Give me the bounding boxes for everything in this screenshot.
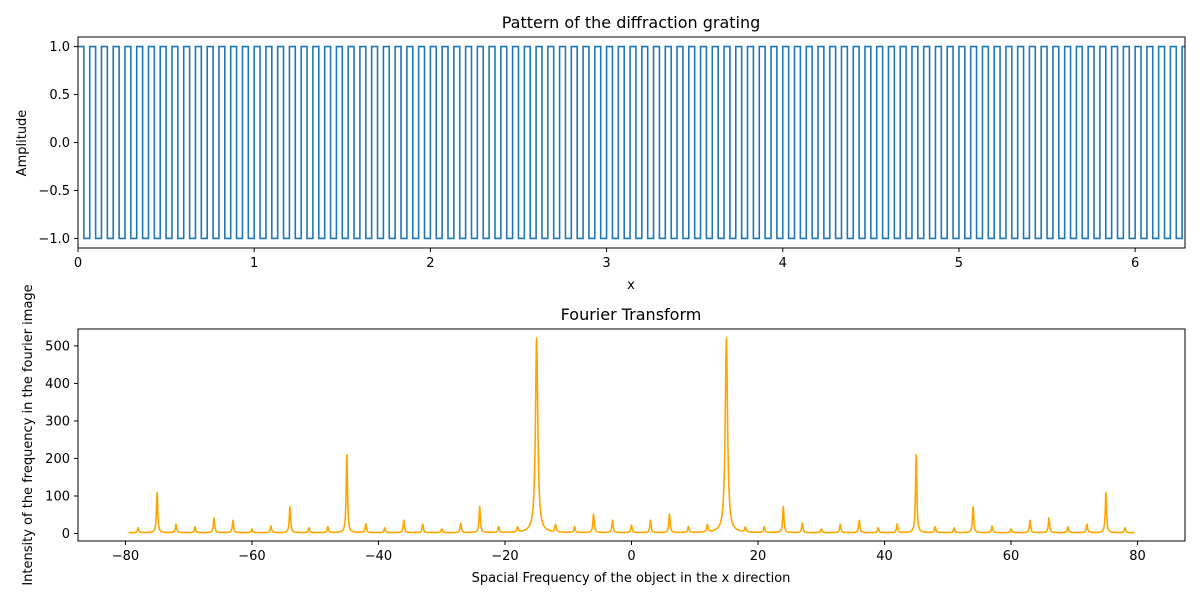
fourier-chart-ticks: −80 −60 −40 −20 0 20 40 60 80 0 100 200 300 400 500 — [45, 339, 1146, 564]
fourier-chart-frame — [77, 328, 1186, 542]
x-tick-label: 3 — [602, 256, 610, 271]
y-tick-label: 300 — [45, 414, 70, 429]
x-tick-label: 40 — [876, 549, 893, 564]
grating-chart-ylabel: Amplitude — [15, 110, 30, 177]
y-tick-label: −0.5 — [38, 184, 70, 199]
x-tick-label: 1 — [250, 256, 258, 271]
x-tick-label: 80 — [1129, 549, 1146, 564]
y-tick-label: 1.0 — [49, 40, 70, 55]
fourier-chart-title: Fourier Transform — [561, 305, 702, 324]
grating-chart: Pattern of the diffraction grating 0 1 2 3 4… — [15, 13, 1186, 293]
x-tick-label: 0 — [74, 256, 82, 271]
x-tick-label: −60 — [238, 549, 265, 564]
x-tick-label: 4 — [779, 256, 787, 271]
y-tick-label: 100 — [45, 489, 70, 504]
fourier-chart-ylabel: Intensity of the frequency in the fourie… — [21, 284, 36, 585]
y-tick-label: −1.0 — [38, 232, 70, 247]
x-tick-label: −80 — [112, 549, 139, 564]
x-tick-label: 6 — [1131, 256, 1139, 271]
grating-chart-frame — [77, 36, 1186, 249]
fourier-chart-plot-area — [128, 337, 1135, 534]
y-tick-label: 0 — [62, 527, 70, 542]
fourier-chart-xlabel: Spacial Frequency of the object in the x… — [472, 571, 791, 586]
fourier-chart: Fourier Transform −80 −60 −40 −20 0 20 40 60 80 0… — [21, 284, 1186, 586]
grating-series-line — [78, 45, 1185, 240]
x-tick-label: −20 — [491, 549, 518, 564]
y-tick-label: 0.5 — [49, 88, 70, 103]
fourier-series-line — [128, 337, 1135, 534]
y-tick-label: 400 — [45, 377, 70, 392]
x-tick-label: 20 — [750, 549, 767, 564]
x-tick-label: 2 — [426, 256, 434, 271]
grating-chart-xlabel: x — [627, 278, 635, 293]
x-tick-label: 5 — [955, 256, 963, 271]
y-tick-label: 500 — [45, 339, 70, 354]
y-tick-label: 200 — [45, 452, 70, 467]
x-tick-label: −40 — [365, 549, 392, 564]
grating-chart-plot-area — [78, 45, 1185, 240]
x-tick-label: 0 — [627, 549, 635, 564]
grating-chart-title: Pattern of the diffraction grating — [502, 13, 761, 32]
y-tick-label: 0.0 — [49, 136, 70, 151]
grating-chart-ticks: 0 1 2 3 4 5 6 1.0 0.5 0.0 −0.5 −1.0 — [38, 40, 1139, 271]
x-tick-label: 60 — [1003, 549, 1020, 564]
